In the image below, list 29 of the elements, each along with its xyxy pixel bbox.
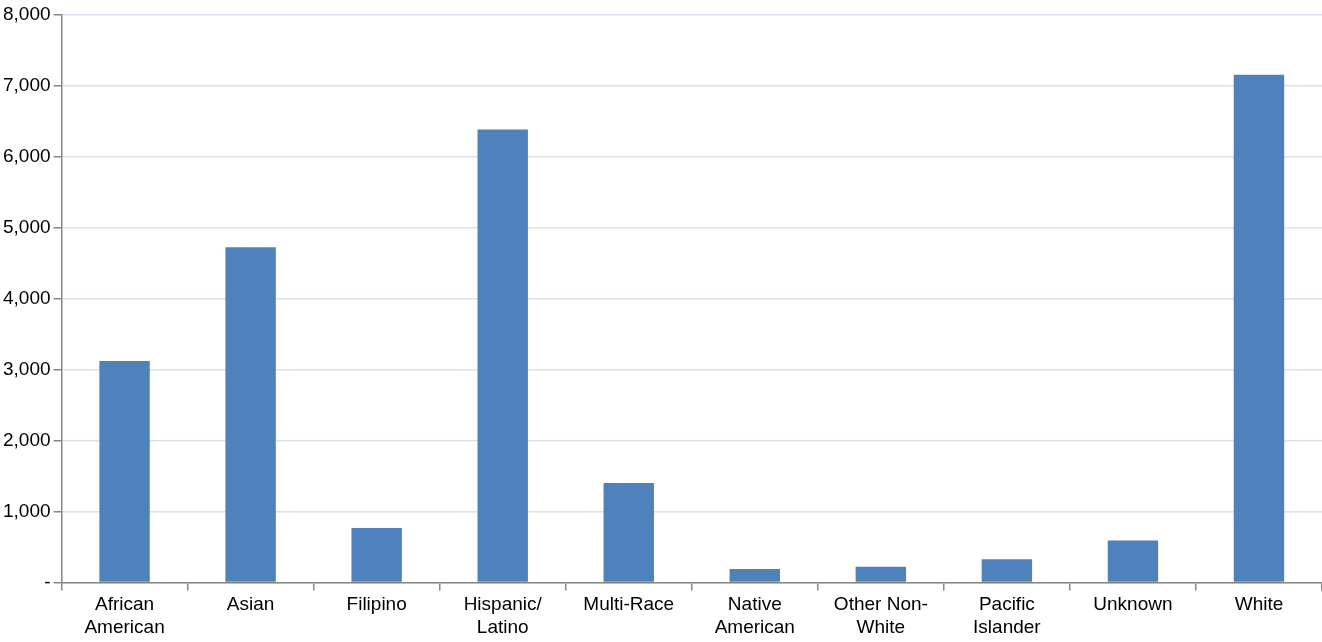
bar <box>477 129 528 582</box>
y-tick-label: 2,000 <box>3 428 51 450</box>
y-tick-label: 5,000 <box>3 215 51 237</box>
x-tick-label: Pacific Islander <box>973 593 1042 637</box>
bar <box>981 559 1033 582</box>
bar <box>1233 74 1285 582</box>
y-tick-label: 1,000 <box>3 499 51 521</box>
x-tick-label: Filipino <box>346 593 407 615</box>
bar <box>99 360 150 582</box>
bar <box>603 483 654 582</box>
x-tick-label: Native American <box>714 593 795 637</box>
x-tick-label: Multi-Race <box>583 593 675 615</box>
bar <box>855 566 907 582</box>
y-tick-label: 4,000 <box>3 286 51 308</box>
y-tick-label: 8,000 <box>3 2 51 24</box>
bar <box>351 528 402 582</box>
x-tick-label: Other Non-White <box>833 593 928 637</box>
bar <box>225 247 276 582</box>
x-tick-label: Hispanic/Latino <box>463 593 543 637</box>
x-tick-label: Unknown <box>1093 593 1173 615</box>
y-tick-label: - <box>44 570 51 592</box>
y-tick-label: 7,000 <box>3 73 51 95</box>
bar <box>729 568 781 582</box>
y-tick-label: 3,000 <box>3 357 51 379</box>
bar <box>1107 540 1159 582</box>
y-tick-label: 6,000 <box>3 144 51 166</box>
x-tick-label: African American <box>84 593 165 637</box>
x-tick-label: White <box>1234 593 1284 615</box>
x-tick-label: Asian <box>226 593 275 615</box>
